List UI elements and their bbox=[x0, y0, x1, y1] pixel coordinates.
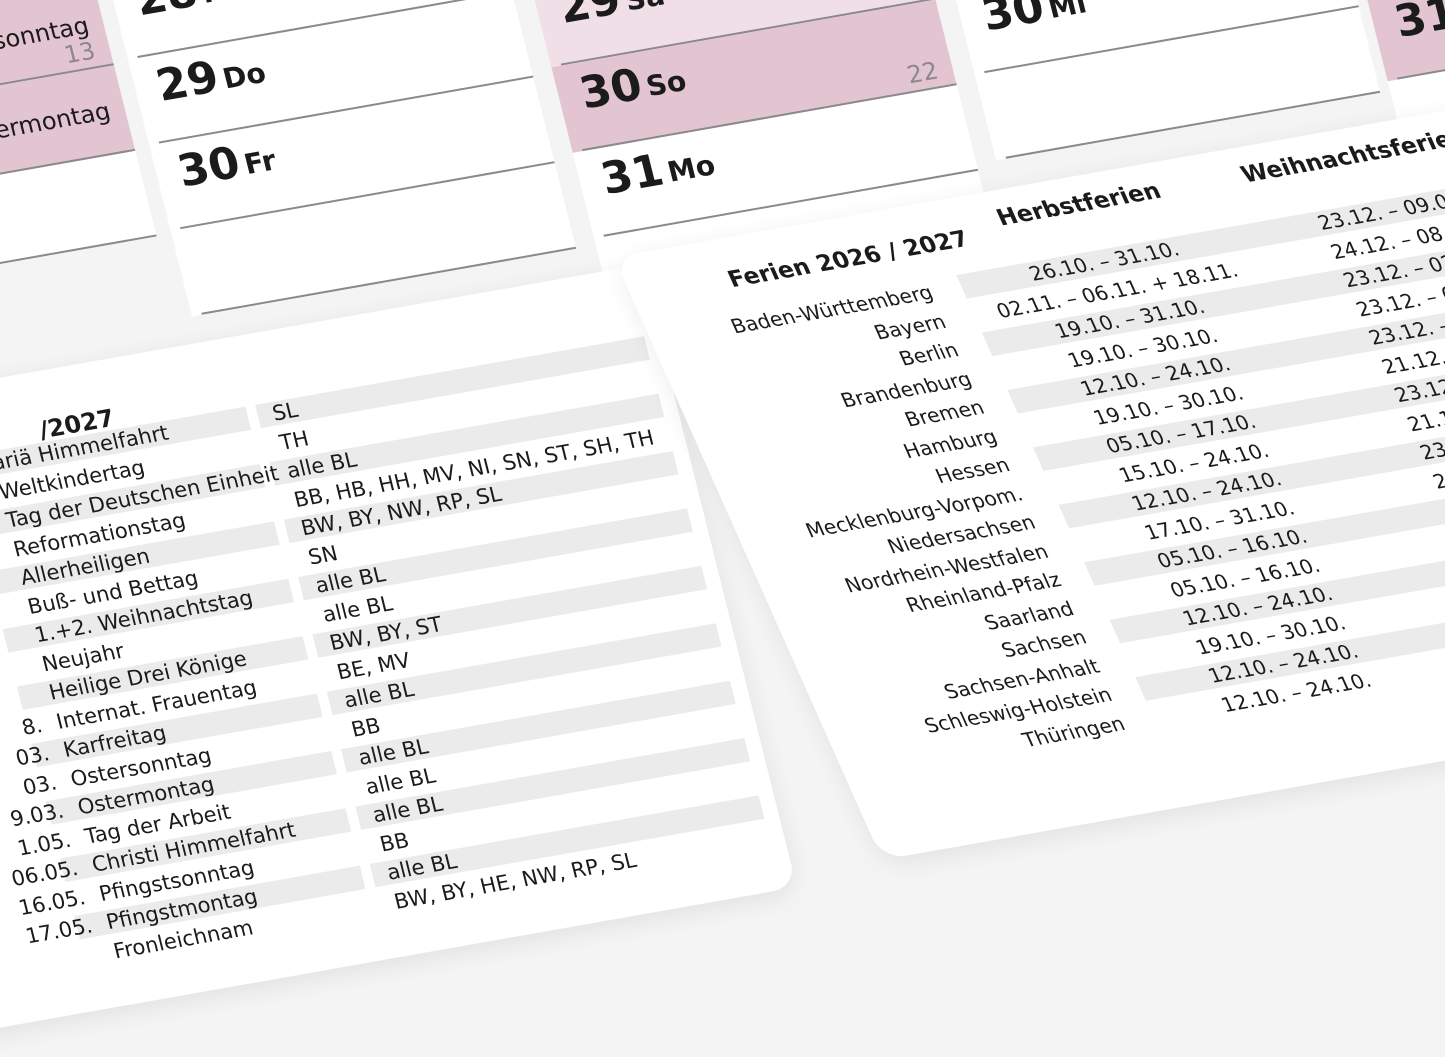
week-number: 22 bbox=[904, 56, 942, 90]
holiday-states: BB bbox=[377, 827, 412, 856]
day-number: 31 bbox=[595, 144, 669, 205]
weekday: So bbox=[642, 64, 690, 104]
holiday-states: BB bbox=[348, 712, 383, 742]
holiday-states: SN bbox=[305, 540, 341, 570]
holiday-states: SL bbox=[269, 397, 301, 426]
day-number: 29 bbox=[151, 51, 224, 112]
day-number: 30 bbox=[574, 59, 648, 120]
holiday-states: TH bbox=[277, 425, 312, 455]
week-number: 13 bbox=[61, 36, 99, 70]
day-number: 30 bbox=[172, 137, 246, 198]
